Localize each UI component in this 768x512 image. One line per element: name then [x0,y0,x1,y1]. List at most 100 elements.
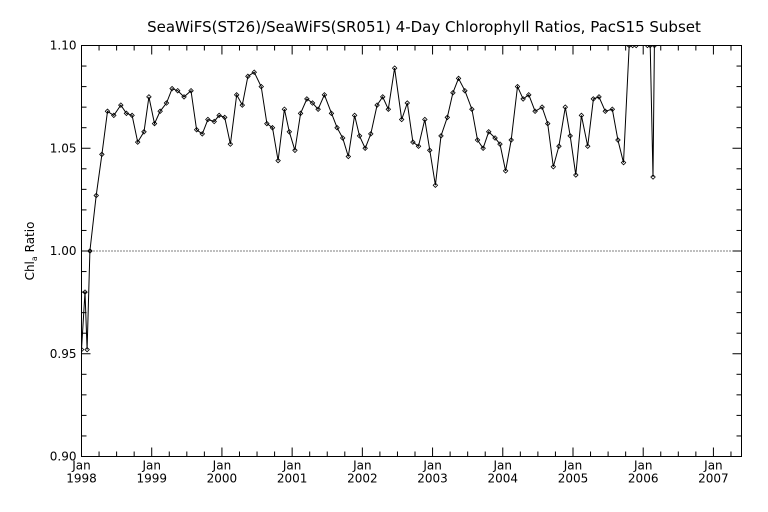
data-point [647,45,653,49]
data-point [321,92,328,98]
data-point [620,159,627,166]
data-point [199,131,206,137]
data-point [251,69,257,75]
data-point [469,106,475,112]
data-point [99,151,105,158]
data-point [258,83,265,90]
data-point [422,116,428,123]
data-point [309,100,316,106]
x-tick-month-label: Jan [703,459,723,473]
data-point [651,45,658,49]
data-point [415,143,422,149]
data-point [485,129,492,135]
x-tick-year-label: 2001 [277,472,308,486]
data-point [497,141,503,147]
data-point [492,135,498,141]
x-tick-month-label: Jan [493,459,513,473]
chart-title: SeaWiFS(ST26)/SeaWiFS(SR051) 4-Day Chlor… [147,18,701,36]
data-point [134,139,141,145]
data-point [633,45,639,49]
data-point [205,116,211,123]
y-tick-label: 1.10 [50,39,77,53]
data-point [181,94,187,100]
data-point [374,102,380,108]
axis-ticks: 0.900.951.001.051.10Jan1998Jan1999Jan200… [50,39,742,486]
data-point [141,129,147,135]
series-points [81,45,658,353]
data-point [334,124,340,131]
data-point [104,108,111,115]
plot-frame [81,45,742,457]
x-tick-year-label: 2002 [347,472,378,486]
data-point [264,120,270,127]
data-point [233,92,240,98]
data-point [562,104,569,110]
data-point [129,112,135,119]
data-point [123,110,130,117]
data-point [221,114,228,121]
x-tick-year-label: 2005 [558,472,589,486]
y-tick-label: 1.00 [50,244,77,258]
y-axis-label-rest: Ratio [23,222,37,257]
data-point [455,75,462,82]
y-axis-label: Chla Ratio [23,222,39,281]
data-point [556,143,562,149]
data-point [590,96,597,102]
data-point [514,83,521,90]
data-point [368,131,374,137]
x-tick-month-label: Jan [422,459,442,473]
data-point [525,92,532,98]
x-tick-year-label: 2000 [207,472,238,486]
data-point [474,137,481,143]
x-tick-month-label: Jan [212,459,232,473]
data-point [644,45,651,49]
data-point [578,112,585,119]
data-point [351,112,358,119]
data-point [596,94,602,100]
x-tick-month-label: Jan [282,459,302,473]
y-axis-label-subscript: a [30,256,39,261]
y-tick-label: 0.90 [50,450,77,464]
data-point [174,87,181,94]
data-point [163,100,170,106]
x-tick-month-label: Jan [141,459,161,473]
data-point [550,163,557,170]
data-point [151,120,158,127]
data-point [626,45,632,49]
y-tick-label: 0.95 [50,347,77,361]
data-point [615,137,621,143]
data-point [567,133,573,139]
data-point [304,96,310,102]
data-point [275,157,281,164]
data-point [146,94,152,100]
data-point [269,124,276,131]
data-point [508,137,514,143]
data-point [609,106,616,112]
data-point [404,100,411,106]
x-tick-year-label: 1999 [136,472,167,486]
data-point [584,143,591,149]
data-point [362,145,368,152]
data-point [239,102,246,108]
data-point [426,147,433,154]
x-tick-year-label: 2006 [628,472,659,486]
data-point [391,65,398,71]
data-point [286,129,293,135]
data-point [462,87,468,94]
data-point [328,110,335,117]
data-point [157,108,163,115]
series-line [81,45,655,350]
data-point [602,108,609,115]
data-point [450,89,456,96]
data-point [532,108,538,115]
x-tick-month-label: Jan [563,459,583,473]
data-point [432,182,439,189]
data-point [379,94,386,100]
x-tick-year-label: 2007 [698,472,729,486]
data-point [345,153,352,160]
data-point [169,85,175,92]
y-axis-label-main: Chl [23,261,37,280]
data-point [398,116,405,123]
data-point [315,106,321,112]
